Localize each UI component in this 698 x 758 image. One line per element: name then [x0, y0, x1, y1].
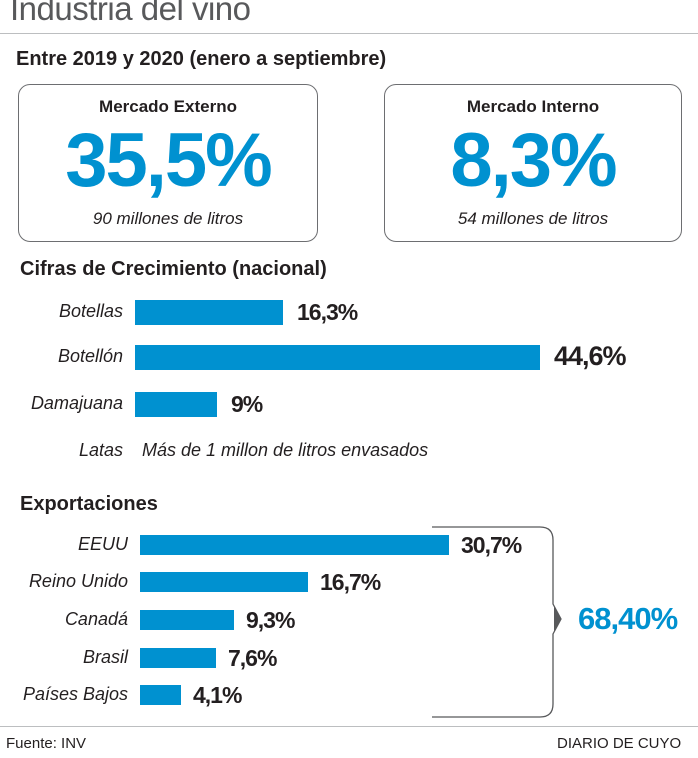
card-mercado-interno: Mercado Interno 8,3% 54 millones de litr…	[384, 84, 682, 242]
bar-eeuu	[140, 535, 449, 555]
value-label: 7,6%	[228, 644, 277, 671]
growth-chart-title: Cifras de Crecimiento (nacional)	[20, 258, 327, 280]
card-value: 35,5%	[65, 118, 273, 203]
exports-chart-title: Exportaciones	[20, 493, 158, 515]
bar-canadá	[140, 610, 234, 630]
latas-note: Más de 1 millon de litros envasados	[142, 440, 429, 460]
brand-label: DIARIO DE CUYO	[557, 735, 682, 752]
card-title: Mercado Externo	[99, 97, 237, 116]
value-label: 44,6%	[554, 341, 627, 372]
card-mercado-externo: Mercado Externo 35,5% 90 millones de lit…	[18, 84, 318, 242]
period-subtitle: Entre 2019 y 2020 (enero a septiembre)	[16, 48, 387, 70]
footer-divider	[0, 726, 698, 727]
category-label: Botellas	[58, 301, 123, 321]
category-label: Canadá	[64, 609, 128, 629]
card-note: 54 millones de litros	[457, 209, 609, 228]
value-label: 16,7%	[320, 568, 381, 595]
exports-total: 68,40%	[578, 601, 678, 636]
bar-países-bajos	[140, 685, 181, 705]
category-label: EEUU	[77, 534, 128, 554]
bar-reino-unido	[140, 572, 308, 592]
card-note: 90 millones de litros	[92, 209, 244, 228]
source-note: Fuente: INV	[6, 735, 87, 752]
value-label: 9%	[231, 390, 263, 417]
bar-damajuana	[135, 391, 217, 417]
value-label: 4,1%	[193, 681, 242, 708]
card-title: Mercado Interno	[466, 97, 600, 116]
card-value: 8,3%	[450, 118, 617, 203]
category-label: Damajuana	[30, 393, 123, 413]
category-label: Brasil	[82, 647, 128, 667]
bar-botellón	[135, 344, 540, 370]
title-divider	[0, 33, 698, 34]
category-label: Botellón	[57, 346, 123, 366]
bar-brasil	[140, 648, 216, 668]
value-label: 16,3%	[297, 298, 358, 325]
value-label: 30,7%	[461, 531, 522, 558]
category-label: Países Bajos	[22, 684, 128, 704]
infographic-title: Industria del vino	[10, 0, 251, 27]
bar-botellas	[135, 299, 283, 325]
value-label: 9,3%	[246, 606, 295, 633]
category-label: Reino Unido	[28, 571, 128, 591]
latas-label: Latas	[78, 440, 123, 460]
